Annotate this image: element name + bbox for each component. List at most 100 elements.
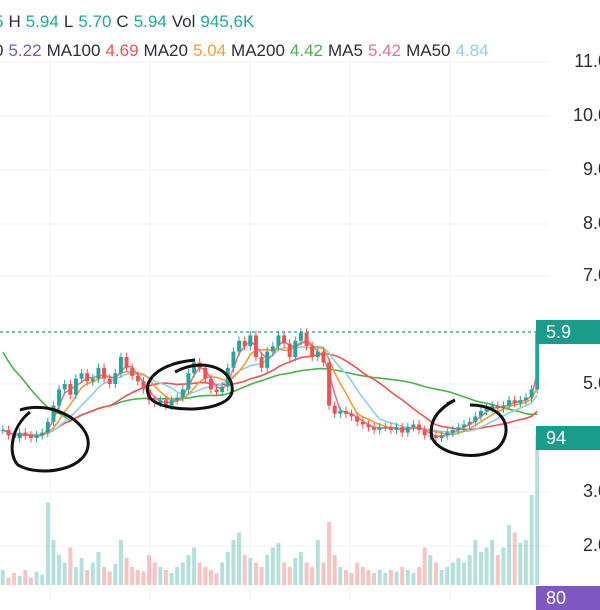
annotation-circle	[10, 405, 90, 473]
candle-body	[512, 400, 517, 403]
volume-bar	[197, 562, 202, 585]
candle-body	[383, 427, 388, 429]
volume-bar	[158, 567, 163, 585]
candle-body	[141, 381, 146, 390]
candle-body	[135, 375, 140, 382]
candle-body	[349, 413, 354, 417]
volume-bar	[12, 573, 17, 585]
moving-average-legend: 0 5.22MA1004.69MA205.04MA2004.42MA55.42MA…	[0, 40, 494, 62]
volume-bar	[332, 555, 337, 585]
candle-body	[220, 386, 225, 393]
volume-bar	[51, 540, 56, 585]
candle-body	[462, 424, 467, 428]
candle-body	[467, 421, 472, 425]
candle-body	[287, 343, 292, 357]
ohlc-value: 5.70	[78, 12, 112, 31]
candle-body	[366, 424, 371, 428]
candle-body	[175, 397, 180, 401]
candle-body	[158, 400, 163, 403]
ma-value: 5.42	[367, 41, 402, 60]
candle-body	[332, 405, 337, 414]
volume-bar	[377, 570, 382, 585]
candle-body	[355, 416, 360, 422]
ma-label: 0	[0, 41, 3, 60]
volume-bar	[383, 573, 388, 585]
volume-bar	[163, 570, 168, 585]
volume-bar	[214, 573, 219, 585]
candle-body	[282, 335, 287, 344]
volume-bar	[512, 532, 517, 585]
candle-body	[439, 435, 444, 438]
candle-body	[388, 427, 393, 430]
candle-body	[310, 346, 315, 357]
volume-bar	[45, 502, 50, 585]
volume-bar	[287, 567, 292, 585]
ohlc-label: L	[63, 12, 74, 31]
ohlc-label: Vol	[171, 12, 196, 31]
volume-bar	[180, 562, 185, 585]
volume-bar	[450, 562, 455, 585]
volume-bar	[237, 532, 242, 585]
volume-bar	[315, 540, 320, 585]
candle-body	[360, 421, 365, 425]
candle-body	[45, 421, 50, 433]
price-axis-label: 5.0	[582, 373, 600, 393]
ma5-line	[2, 338, 538, 438]
volume-bar	[28, 577, 33, 585]
volume-bar	[405, 570, 410, 585]
volume-bar	[467, 555, 472, 585]
ma-label: MA5	[328, 41, 363, 60]
candle-body	[338, 411, 343, 414]
candle-body	[68, 384, 73, 395]
volume-bar	[220, 562, 225, 585]
volume-bar	[338, 567, 343, 585]
price-axis-label: 3.0	[582, 481, 600, 501]
candle-body	[450, 429, 455, 433]
ma-label: MA100	[46, 41, 101, 60]
volume-bar	[169, 573, 174, 585]
bottom-axis-tag: 80	[536, 586, 600, 610]
volume-bar	[175, 567, 180, 585]
candle-body	[405, 427, 410, 433]
candle-body	[192, 362, 197, 374]
candle-body	[315, 351, 320, 357]
last-price-tag: 5.9	[536, 320, 600, 344]
price-axis-label: 7.0	[582, 265, 600, 285]
volume-bar	[310, 567, 315, 585]
candle-body	[518, 400, 523, 403]
volume-bar	[388, 570, 393, 585]
candle-body	[298, 332, 303, 341]
volume-bar	[6, 577, 11, 585]
volume-tag: 94	[536, 426, 600, 450]
candle-body	[490, 405, 495, 409]
candle-body	[501, 405, 506, 409]
candle-body	[79, 373, 84, 379]
volume-bar	[96, 552, 101, 585]
volume-bar	[102, 567, 107, 585]
volume-bar	[484, 547, 489, 585]
ma-value: 4.42	[289, 41, 324, 60]
volume-bar	[113, 564, 118, 585]
candle-body	[304, 332, 309, 347]
candle-body	[343, 411, 348, 414]
volume-bar	[124, 558, 129, 585]
ohlc-value: 5.94	[25, 12, 59, 31]
volume-bar	[231, 540, 236, 585]
candle-body	[0, 429, 5, 431]
candle-body	[400, 427, 405, 433]
candle-body	[23, 432, 28, 436]
price-axis-label: 11.0	[574, 51, 600, 71]
ohlc-label: C	[116, 12, 129, 31]
candle-body	[85, 373, 90, 382]
volume-bar	[293, 558, 298, 585]
volume-bar	[507, 525, 512, 585]
candle-body	[242, 340, 247, 347]
annotation-circle	[429, 398, 508, 457]
price-axis-label: 10.0	[572, 105, 600, 125]
candle-body	[51, 405, 56, 422]
volume-bar	[394, 571, 399, 585]
volume-bar	[152, 562, 157, 585]
candle-body	[102, 367, 107, 379]
